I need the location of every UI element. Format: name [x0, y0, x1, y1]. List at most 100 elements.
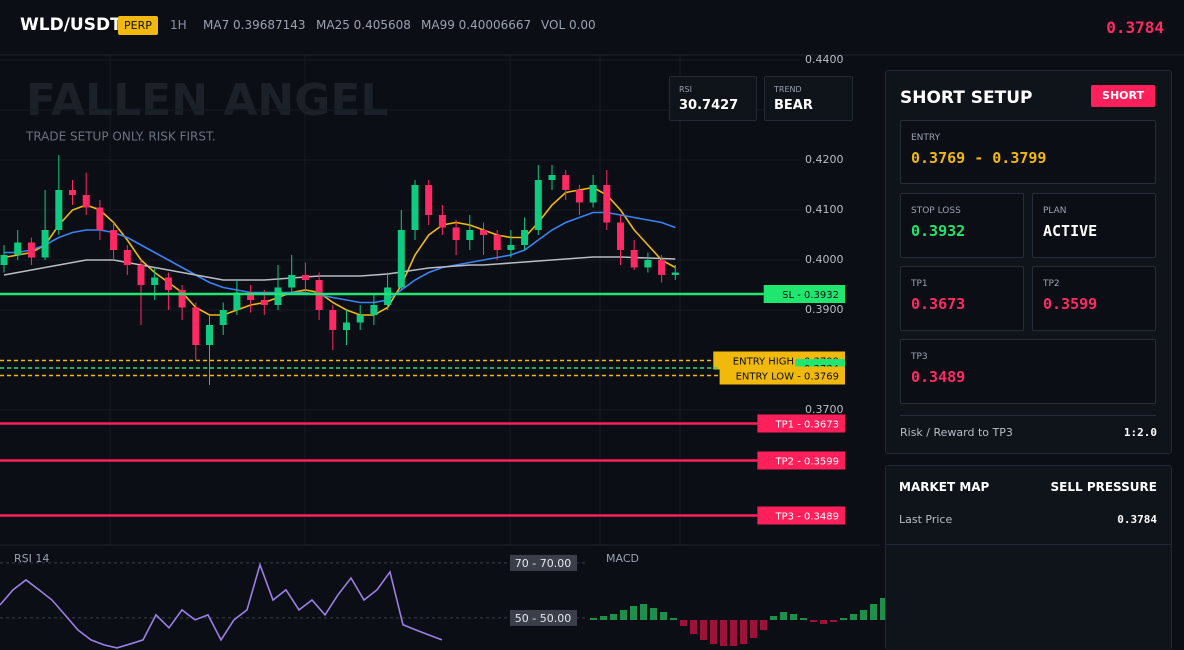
candle-body	[27, 242, 35, 258]
candle-body	[575, 190, 583, 203]
candle-body	[69, 190, 76, 195]
setup-panel: SHORT SETUP SHORT ENTRY 0.3769 - 0.3799 …	[885, 70, 1172, 454]
macd-bar	[800, 618, 807, 620]
vertical-grid	[109, 55, 681, 545]
candle-body	[507, 245, 515, 250]
candle-body	[14, 242, 22, 255]
tp1-card: TP1 0.3673	[900, 266, 1024, 331]
indicator: VOL 0.00	[541, 18, 596, 32]
candle-body	[260, 300, 268, 305]
card-value: 0.3599	[1043, 295, 1098, 313]
macd-bar	[650, 608, 657, 620]
row-value: 0.3784	[1117, 513, 1157, 526]
panel-title: SHORT SETUP	[900, 88, 1033, 108]
indicator: MA99 0.40006667	[421, 18, 532, 32]
candle-body	[425, 185, 433, 215]
candle-body	[384, 287, 392, 305]
macd-bar	[860, 610, 867, 620]
candle-body	[164, 277, 172, 290]
macd-bar	[790, 614, 797, 620]
macd-bar	[710, 620, 717, 644]
candle-body	[589, 185, 597, 203]
rsi-stat: RSI 30.7427	[669, 76, 757, 121]
rsi-title: RSI 14	[14, 552, 49, 565]
macd-bar	[760, 620, 767, 630]
interval: 1H	[170, 18, 187, 32]
macd-bar	[830, 620, 837, 622]
macd-bar	[620, 610, 627, 620]
entry-card: ENTRY 0.3769 - 0.3799	[900, 120, 1156, 184]
candle-body	[233, 292, 241, 310]
sub-panels: 70 - 70.00 50 - 50.00	[0, 554, 987, 649]
candle-body	[452, 227, 460, 240]
macd-bar	[730, 620, 737, 646]
level-label: ENTRY HIGH - 0.3799	[733, 357, 839, 368]
y-tick-label: 0.3700	[805, 403, 844, 416]
card-value: 0.3769 - 0.3799	[911, 149, 1047, 167]
perp-badge: PERP	[118, 16, 158, 35]
card-label: TP2	[1043, 279, 1060, 289]
level-label: TP2 - 0.3599	[775, 457, 839, 468]
candle-body	[521, 230, 529, 245]
macd-bar	[780, 612, 787, 620]
macd-bar	[770, 616, 777, 620]
candle-body	[137, 265, 145, 285]
card-label: TP1	[911, 279, 928, 289]
candle-body	[438, 215, 446, 228]
candle-body	[562, 175, 570, 190]
level-label: ENTRY LOW - 0.3769	[736, 372, 839, 383]
card-label: ENTRY	[911, 133, 941, 143]
candle-body	[644, 260, 652, 268]
candle-body	[548, 175, 556, 180]
candle-body	[411, 185, 419, 230]
card-value: 0.3489	[911, 368, 966, 386]
y-tick-label: 70 - 70.00	[515, 557, 571, 570]
candle-body	[151, 277, 159, 285]
candle-body	[356, 315, 364, 323]
rsi-line	[0, 562, 443, 649]
candle-body	[480, 230, 487, 235]
card-label: TP3	[911, 352, 928, 362]
candle-body	[110, 230, 118, 250]
candle-body	[343, 322, 350, 330]
moving-average	[3, 256, 676, 281]
macd-bar	[850, 614, 857, 620]
divider	[900, 415, 1156, 416]
stat-label: RSI	[679, 85, 692, 94]
y-tick-label: 0.4400	[805, 53, 844, 66]
macd-bar	[690, 620, 697, 634]
level-label: TP3 - 0.3489	[775, 512, 839, 523]
plan-card: PLAN ACTIVE	[1032, 193, 1156, 258]
card-label: STOP LOSS	[911, 206, 961, 216]
macd-bar	[820, 620, 827, 624]
y-tick-label: 0.3900	[805, 303, 844, 316]
level-label: SL - 0.3932	[782, 290, 839, 301]
y-tick-label: 0.4000	[805, 253, 844, 266]
stop-card: STOP LOSS 0.3932	[900, 193, 1024, 258]
candle-body	[41, 230, 49, 258]
level-label: TP1 - 0.3673	[775, 420, 839, 431]
moving-average	[4, 211, 676, 304]
candle-body	[301, 275, 309, 280]
rr-label: Risk / Reward to TP3	[900, 426, 1013, 439]
level-tag	[763, 285, 845, 303]
macd-bar	[610, 614, 617, 620]
moving-average	[3, 186, 676, 316]
watermark-subtitle: TRADE SETUP ONLY. RISK FIRST.	[25, 130, 216, 144]
level-tag	[757, 451, 845, 470]
macd-bar	[840, 618, 847, 620]
candle-body	[82, 195, 90, 208]
y-tick-label: 0.4100	[805, 203, 844, 216]
candle-body	[247, 292, 255, 300]
candle-body	[397, 230, 405, 288]
candle-body	[123, 250, 131, 265]
indicator: MA7 0.39687143	[203, 18, 306, 32]
candle-body	[96, 207, 104, 230]
candle-body	[274, 287, 282, 305]
candle-body	[370, 305, 378, 315]
map-title: MARKET MAP	[899, 480, 990, 494]
tick-tag	[510, 554, 577, 571]
indicator: MA25 0.405608	[316, 18, 411, 32]
macd-bar	[590, 618, 597, 620]
